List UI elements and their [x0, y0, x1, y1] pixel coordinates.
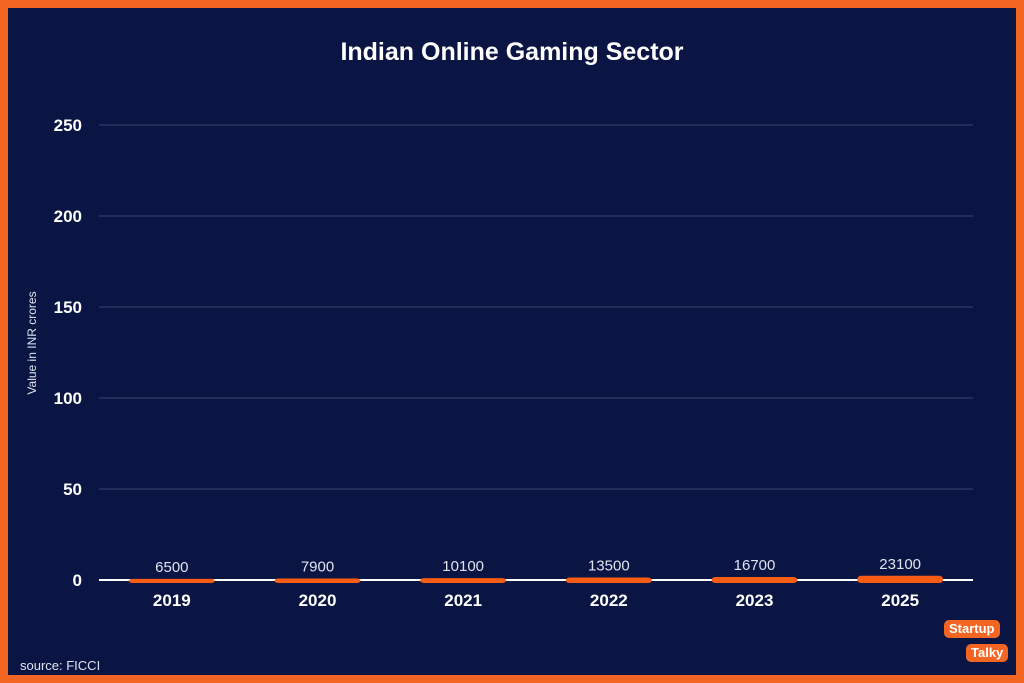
- x-tick-label: 2021: [444, 591, 482, 610]
- y-tick-label: 100: [54, 389, 82, 408]
- chart-frame: Indian Online Gaming Sector Value in INR…: [8, 8, 1016, 675]
- y-tick-label: 200: [54, 207, 82, 226]
- data-label: 7900: [301, 559, 334, 576]
- data-label: 6500: [155, 559, 188, 576]
- bar-chart: 0 50 100 150 200 250 6500 2019 7900 2020 10100 2021…: [54, 116, 973, 610]
- source-note: source: FICCI: [20, 658, 101, 673]
- x-tick-label: 2023: [736, 591, 774, 610]
- logo-line-1: Startup: [944, 620, 1000, 638]
- startup-talky-logo: Startup Talky: [944, 620, 1014, 670]
- data-label: 23100: [879, 556, 921, 573]
- x-tick-label: 2020: [299, 591, 337, 610]
- y-tick-label: 50: [63, 480, 82, 499]
- data-label: 13500: [588, 558, 630, 575]
- chart-title: Indian Online Gaming Sector: [340, 38, 684, 66]
- data-label: 10100: [442, 558, 484, 575]
- bar: [565, 577, 652, 583]
- x-tick-label: 2022: [590, 591, 628, 610]
- bar: [274, 578, 361, 583]
- logo-line-2: Talky: [966, 644, 1009, 662]
- bar: [711, 576, 798, 583]
- bar: [420, 578, 507, 583]
- y-tick-label: 150: [54, 298, 82, 317]
- y-tick-label: 250: [54, 116, 82, 135]
- y-tick-label: 0: [73, 571, 82, 590]
- x-tick-label: 2025: [881, 591, 919, 610]
- x-tick-label: 2019: [153, 591, 191, 610]
- bar: [128, 578, 215, 583]
- data-label: 16700: [734, 557, 776, 574]
- bar: [857, 575, 944, 583]
